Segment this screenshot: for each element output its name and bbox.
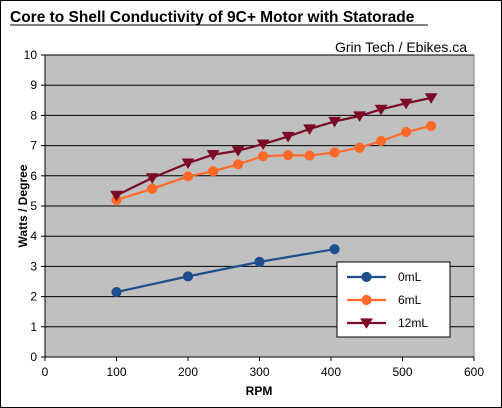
data-point-12ml	[181, 158, 195, 170]
data-point-6ml	[207, 166, 219, 177]
x-tick-label: 0	[42, 365, 49, 379]
data-point-6ml	[400, 126, 412, 138]
data-point-6ml	[283, 150, 294, 161]
data-point-12ml	[206, 150, 220, 161]
x-tick-label: 400	[321, 365, 341, 379]
data-point-12ml	[399, 98, 413, 110]
x-tick-label: 500	[392, 365, 412, 379]
legend-marker-6ml	[361, 294, 372, 306]
legend: 0mL 6mL 12mL	[336, 261, 451, 338]
data-point-12ml	[353, 111, 366, 122]
y-tick-label: 4	[30, 229, 37, 243]
data-point-6ml	[257, 151, 269, 162]
legend-label-6ml: 6mL	[398, 293, 422, 307]
series-group	[110, 93, 438, 298]
y-tick-label: 8	[30, 108, 37, 122]
legend-marker-0ml	[361, 271, 372, 283]
legend-marker-12ml	[360, 318, 373, 329]
y-axis-title: Watts / Degree	[16, 164, 30, 247]
y-tick-label: 1	[30, 320, 37, 334]
data-point-12ml	[328, 116, 341, 128]
data-point-12ml	[281, 131, 295, 143]
y-tick-label: 0	[30, 350, 37, 364]
chart-subtitle: Grin Tech / Ebikes.ca	[335, 39, 467, 55]
data-point-0ml	[111, 286, 122, 298]
y-tick-label: 3	[30, 259, 37, 273]
data-point-12ml	[231, 146, 245, 157]
chart-title: Core to Shell Conductivity of 9C+ Motor …	[10, 9, 415, 26]
legend-label-12ml: 12mL	[398, 316, 428, 330]
y-tick-label: 5	[30, 199, 37, 213]
data-point-6ml	[304, 150, 315, 161]
data-point-6ml	[182, 171, 194, 182]
data-point-6ml	[354, 142, 365, 153]
data-point-12ml	[374, 104, 388, 116]
y-tick-label: 6	[30, 169, 37, 183]
x-axis-title: RPM	[246, 384, 273, 398]
data-point-12ml	[256, 139, 270, 151]
x-tick-label: 300	[249, 365, 269, 379]
x-tick-label: 200	[178, 365, 198, 379]
y-tick-label: 9	[30, 78, 37, 92]
series-12ml	[110, 93, 438, 202]
data-point-12ml	[110, 190, 123, 202]
data-point-12ml	[424, 93, 438, 104]
data-point-6ml	[426, 120, 437, 132]
x-tick-label: 600	[464, 365, 484, 379]
data-point-6ml	[375, 135, 387, 147]
data-point-6ml	[329, 147, 340, 158]
data-point-0ml	[182, 271, 194, 282]
y-tick-label: 10	[24, 48, 38, 62]
data-point-6ml	[232, 159, 244, 170]
data-point-12ml	[145, 173, 159, 184]
y-tick-label: 2	[30, 290, 37, 304]
legend-label-0ml: 0mL	[398, 270, 422, 284]
y-tick-label: 7	[30, 139, 37, 153]
series-0ml	[111, 244, 340, 298]
series-6ml	[111, 120, 437, 206]
data-point-0ml	[329, 244, 340, 255]
data-point-12ml	[303, 124, 316, 135]
x-tick-label: 100	[106, 365, 126, 379]
series-line-0ml	[116, 248, 335, 294]
data-point-6ml	[147, 183, 158, 194]
data-point-0ml	[254, 256, 265, 267]
